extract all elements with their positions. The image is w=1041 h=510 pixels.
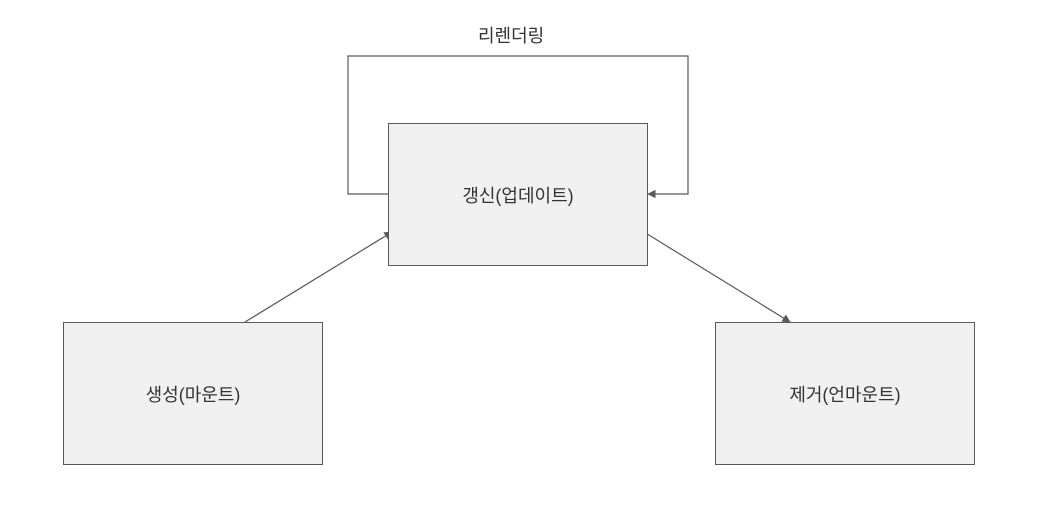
label-loop-label: 리렌더링 <box>478 22 544 48</box>
lifecycle-diagram: 생성(마운트) 갱신(업데이트) 제거(언마운트) 리렌더링 <box>0 0 1041 510</box>
edge-mount-to-update <box>245 232 392 322</box>
node-unmount: 제거(언마운트) <box>715 322 975 465</box>
node-label-unmount: 제거(언마운트) <box>789 381 900 407</box>
node-label-mount: 생성(마운트) <box>146 381 241 407</box>
node-mount: 생성(마운트) <box>63 322 323 465</box>
node-update: 갱신(업데이트) <box>388 123 648 266</box>
edge-update-to-unmount <box>644 232 790 322</box>
node-label-update: 갱신(업데이트) <box>462 182 573 208</box>
